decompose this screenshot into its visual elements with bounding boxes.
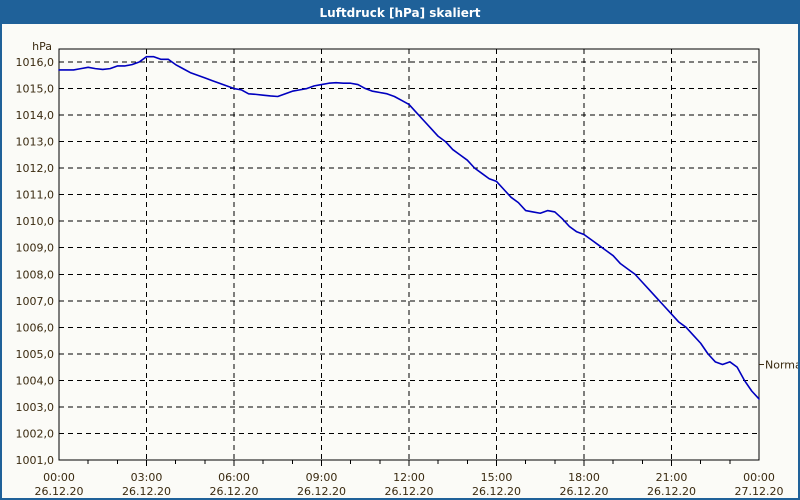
x-axis-time-label: 09:00 [306, 471, 338, 484]
x-axis-time-label: 21:00 [656, 471, 688, 484]
x-axis-date-label: 26.12.20 [122, 485, 171, 498]
axis-frame [58, 48, 760, 461]
x-axis-time-label: 00:00 [743, 471, 775, 484]
y-axis-tick-label: 1015,0 [16, 83, 55, 96]
x-axis-tick-labels: 00:0026.12.2003:0026.12.2006:0026.12.200… [35, 471, 784, 498]
y-axis-tick-label: 1006,0 [16, 321, 55, 334]
y-axis-tick-label: 1016,0 [16, 56, 55, 69]
chart-plot-area: 1016,0 1015,0 1014,0 1013,0 1012,0 1011,0 1010… [2, 24, 798, 498]
window-title-bar: Luftdruck [hPa] skaliert [2, 2, 798, 24]
x-axis-minor-ticks [87, 460, 731, 466]
x-axis-date-label: 26.12.20 [210, 485, 259, 498]
y-axis-tick-labels: 1016,0 1015,0 1014,0 1013,0 1012,0 1011,0 1010… [16, 56, 55, 467]
normal-reference-marker: Normal [759, 358, 798, 371]
page-title: Luftdruck [hPa] skaliert [319, 6, 481, 20]
y-axis-tick-label: 1001,0 [16, 454, 55, 467]
y-axis-tick-label: 1007,0 [16, 295, 55, 308]
x-axis-date-label: 26.12.20 [560, 485, 609, 498]
pressure-line-chart: 1016,0 1015,0 1014,0 1013,0 1012,0 1011,0 1010… [16, 40, 799, 498]
x-axis-date-label: 26.12.20 [472, 485, 521, 498]
x-axis-time-label: 18:00 [568, 471, 600, 484]
y-axis-tick-label: 1002,0 [16, 427, 55, 440]
x-axis-time-label: 15:00 [481, 471, 513, 484]
y-axis-tick-label: 1012,0 [16, 162, 55, 175]
y-axis-tick-label: 1013,0 [16, 136, 55, 149]
y-axis-tick-label: 1008,0 [16, 268, 55, 281]
y-axis-tick-label: 1003,0 [16, 401, 55, 414]
x-axis-date-label: 26.12.20 [647, 485, 696, 498]
normal-label: Normal [765, 358, 798, 371]
data-series-luftdruck [58, 55, 760, 400]
x-axis-date-label: 26.12.20 [385, 485, 434, 498]
y-axis-unit-label: hPa [32, 40, 52, 53]
y-axis-tick-label: 1014,0 [16, 109, 55, 122]
y-axis-tick-label: 1005,0 [16, 348, 55, 361]
x-axis-time-label: 03:00 [131, 471, 163, 484]
y-axis-tick-label: 1004,0 [16, 374, 55, 387]
x-axis-date-label: 26.12.20 [297, 485, 346, 498]
y-axis-tick-label: 1011,0 [16, 189, 55, 202]
y-axis-tick-label: 1010,0 [16, 215, 55, 228]
x-axis-time-label: 12:00 [393, 471, 425, 484]
x-axis-date-label: 26.12.20 [35, 485, 84, 498]
x-axis-date-label: 27.12.20 [735, 485, 784, 498]
vertical-gridlines [146, 49, 672, 460]
x-axis-time-label: 06:00 [218, 471, 250, 484]
y-axis-tick-label: 1009,0 [16, 242, 55, 255]
x-axis-time-label: 00:00 [43, 471, 75, 484]
